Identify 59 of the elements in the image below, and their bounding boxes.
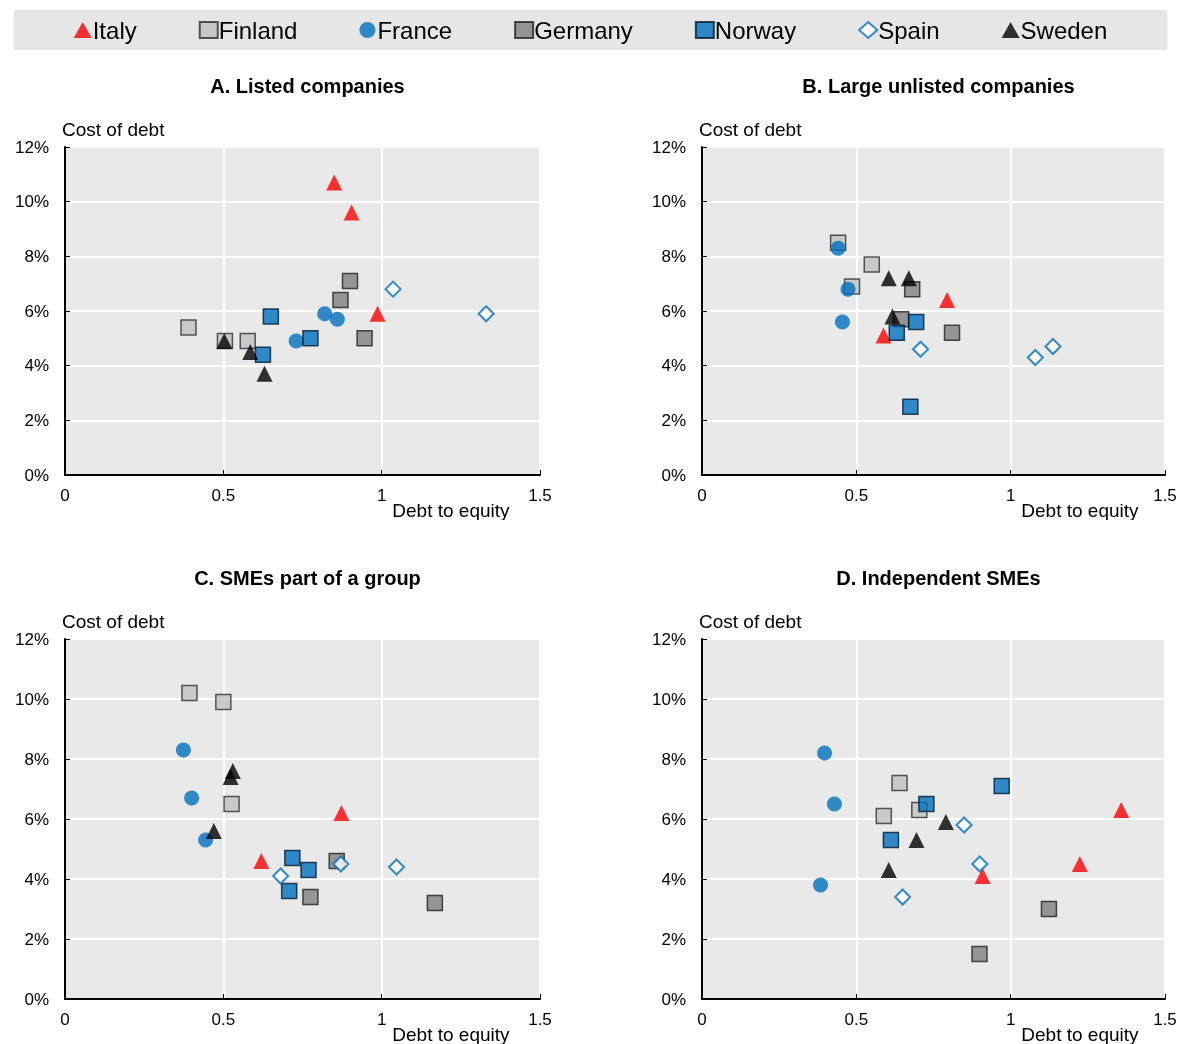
y-tick-label: 8% <box>24 246 49 266</box>
legend-label: France <box>377 16 453 44</box>
x-tick-label: 0 <box>697 486 707 505</box>
x-tick-label: 0 <box>60 1010 70 1029</box>
y-axis-title: Cost of debt <box>62 119 166 140</box>
x-tick-label: 1 <box>1005 1010 1016 1029</box>
y-tick-label: 0% <box>661 465 686 485</box>
y-tick-label: 4% <box>24 869 49 889</box>
y-tick-label: 6% <box>24 809 49 829</box>
y-tick-label: 6% <box>661 809 686 829</box>
y-axis-title: Cost of debt <box>62 611 166 632</box>
x-tick-label: 1.5 <box>1153 1010 1177 1029</box>
x-tick-label: 1 <box>376 486 387 505</box>
legend-label: Spain <box>878 16 940 44</box>
x-tick-label: 1.5 <box>1153 486 1177 505</box>
x-tick-label: 0 <box>697 1010 707 1029</box>
y-tick-label: 4% <box>661 356 686 376</box>
legend-label: Sweden <box>1020 16 1108 44</box>
y-tick-label: 2% <box>24 410 49 430</box>
chart-title: A. Listed companies <box>210 75 405 97</box>
y-axis-title: Cost of debt <box>699 119 803 140</box>
x-tick-label: 0.5 <box>844 486 869 505</box>
legend-label: Germany <box>534 16 633 44</box>
y-tick-label: 6% <box>661 301 686 321</box>
y-tick-label: 10% <box>14 192 49 212</box>
x-tick-label: 1 <box>1005 486 1016 505</box>
y-tick-label: 8% <box>24 749 49 769</box>
y-tick-label: 4% <box>661 869 686 889</box>
x-tick-label: 0 <box>60 486 70 505</box>
y-axis-title: Cost of debt <box>699 611 803 632</box>
y-tick-label: 2% <box>24 929 49 949</box>
legend-label: Finland <box>218 16 298 44</box>
y-tick-label: 0% <box>24 989 49 1009</box>
chart-title: C. SMEs part of a group <box>194 567 421 589</box>
y-tick-label: 0% <box>24 465 49 485</box>
y-tick-label: 8% <box>661 246 686 266</box>
x-tick-label: 1 <box>376 1010 387 1029</box>
y-tick-label: 10% <box>14 689 49 709</box>
y-tick-label: 2% <box>661 410 686 430</box>
chart-title: B. Large unlisted companies <box>802 75 1075 97</box>
y-tick-label: 12% <box>14 629 49 649</box>
y-tick-label: 2% <box>661 929 686 949</box>
y-tick-label: 10% <box>651 192 686 212</box>
x-tick-label: 1.5 <box>528 1010 552 1029</box>
y-tick-label: 12% <box>651 137 686 157</box>
legend-label: Norway <box>714 16 797 44</box>
y-tick-label: 0% <box>661 989 686 1009</box>
y-tick-label: 6% <box>24 301 49 321</box>
y-tick-label: 8% <box>661 749 686 769</box>
y-tick-label: 10% <box>651 689 686 709</box>
x-tick-label: 0.5 <box>211 1010 236 1029</box>
y-tick-label: 12% <box>651 629 686 649</box>
y-tick-label: 12% <box>14 137 49 157</box>
x-tick-label: 0.5 <box>844 1010 869 1029</box>
x-tick-label: 1.5 <box>528 486 552 505</box>
legend-label: Italy <box>92 16 137 44</box>
y-tick-label: 4% <box>24 356 49 376</box>
chart-title: D. Independent SMEs <box>836 567 1041 589</box>
x-tick-label: 0.5 <box>211 486 236 505</box>
